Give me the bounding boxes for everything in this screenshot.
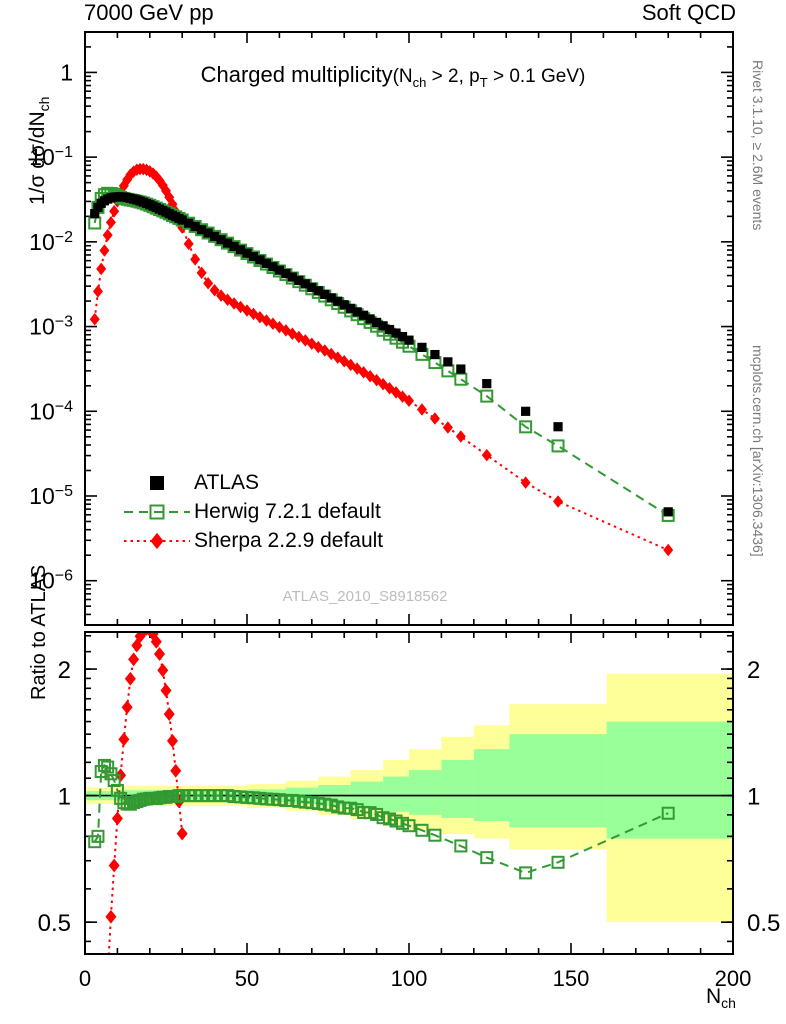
plot-title-sub2: T xyxy=(479,74,488,90)
x-tick-label: 50 xyxy=(235,966,259,991)
dataset-watermark: ATLAS_2010_S8918562 xyxy=(282,588,448,605)
y-tick-label: 10−2 xyxy=(29,228,73,255)
uncertainty-band-inner xyxy=(473,749,510,822)
y-tick-label: 10−3 xyxy=(29,313,73,340)
y-tick-label: 10−6 xyxy=(29,567,73,594)
legend-marker-filled-diamond xyxy=(120,528,194,554)
legend-marker-open-square xyxy=(120,499,194,525)
x-axis-label-text: N xyxy=(706,985,722,1008)
plot-title-cut1: (N xyxy=(392,66,413,87)
plot-title-cut2: > 2, p xyxy=(426,66,480,87)
header-right-category: Soft QCD xyxy=(641,0,736,25)
plot-title-sub1: ch xyxy=(412,74,427,90)
x-axis-label: Nch xyxy=(706,985,736,1011)
uncertainty-band-inner xyxy=(509,734,607,828)
legend-entry: ATLAS xyxy=(120,468,383,497)
x-tick-label: 0 xyxy=(79,966,91,991)
legend-label: Sherpa 2.2.9 default xyxy=(194,528,384,552)
y-tick-label: 10−4 xyxy=(29,398,73,425)
ratio-series-herwig xyxy=(88,758,675,880)
plot-title-main: Charged multiplicity xyxy=(200,62,393,87)
header-left-beam: 7000 GeV pp xyxy=(84,0,214,25)
legend-entry: Herwig 7.2.1 default xyxy=(120,497,383,526)
legend-label: Herwig 7.2.1 default xyxy=(194,499,381,523)
ratio-y-tick-label-right: 1 xyxy=(747,784,760,811)
y-tick-label: 10−1 xyxy=(29,144,73,171)
y-tick-label: 1 xyxy=(60,59,73,85)
uncertainty-band-inner xyxy=(606,721,733,839)
ratio-y-tick-label: 0.5 xyxy=(38,910,71,937)
legend-marker-filled-square xyxy=(120,470,194,496)
ratio-y-tick-label: 1 xyxy=(58,784,71,811)
ratio-y-tick-label: 2 xyxy=(58,657,71,684)
x-axis-label-sub: ch xyxy=(721,995,736,1012)
uncertainty-band-inner xyxy=(409,770,442,815)
ratio-line xyxy=(107,633,184,953)
ratio-y-tick-label-right: 0.5 xyxy=(747,910,780,937)
legend-label: ATLAS xyxy=(194,470,259,494)
ratio-series-sherpa xyxy=(105,633,188,953)
legend: ATLAS Herwig 7.2.1 default Sherpa 2.2.9 de… xyxy=(120,468,383,555)
ratio-y-tick-label-right: 2 xyxy=(747,657,760,684)
uncertainty-band-inner xyxy=(383,776,409,812)
x-tick-label: 150 xyxy=(553,966,590,991)
y-tick-label: 10−5 xyxy=(29,482,73,509)
plot-title: Charged multiplicity(Nch > 2, pT > 0.1 G… xyxy=(0,62,786,90)
x-tick-label: 200 xyxy=(715,966,752,991)
x-tick-label: 100 xyxy=(391,966,428,991)
uncertainty-band-inner xyxy=(441,760,474,818)
main-series-atlas xyxy=(90,192,673,517)
legend-entry: Sherpa 2.2.9 default xyxy=(120,526,383,555)
plot-title-cut3: > 0.1 GeV) xyxy=(487,66,586,87)
ratio-line xyxy=(93,764,669,874)
